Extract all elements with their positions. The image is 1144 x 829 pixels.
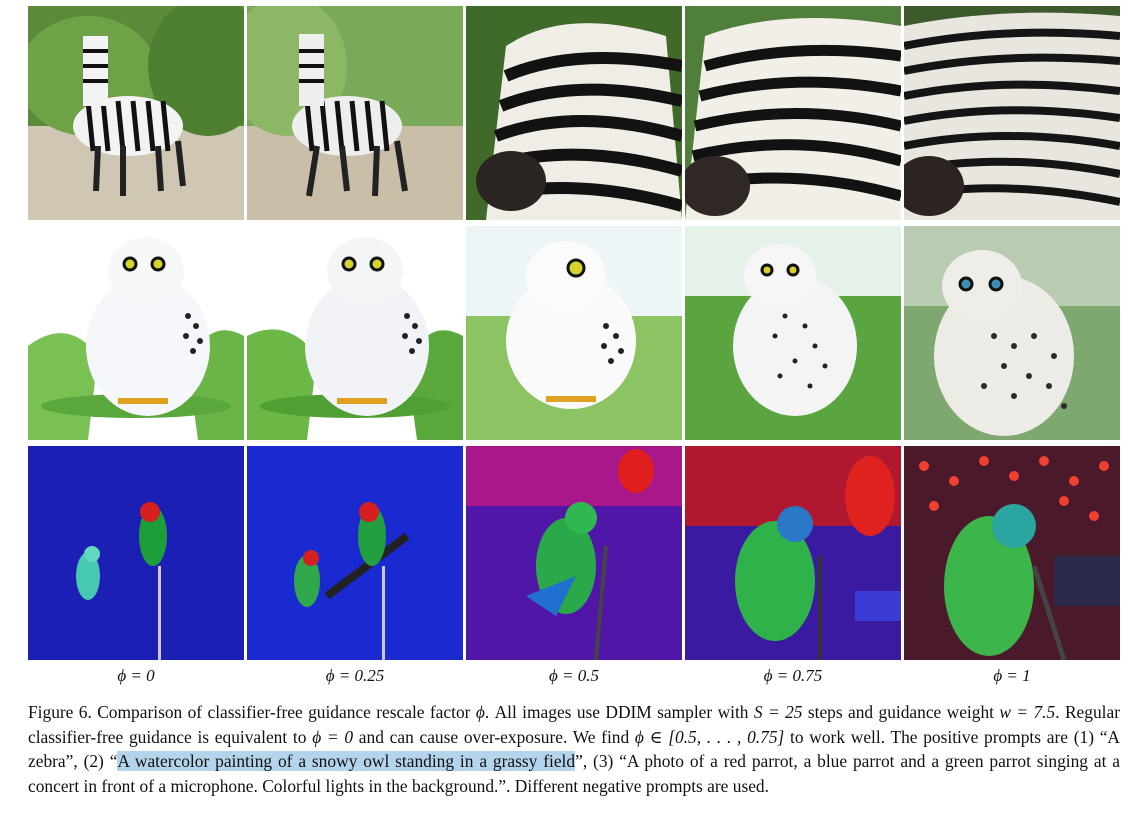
owl-image-phi-1 (904, 226, 1120, 440)
parrot-image-phi-0 (28, 446, 244, 660)
caption-text: . Regular classifier-free guidance is eq… (28, 702, 1120, 747)
parrot-image-phi-0.25 (247, 446, 463, 660)
parrot-image-phi-0.75 (685, 446, 901, 660)
zebra-image-phi-0.5 (466, 6, 682, 220)
owl-image-phi-0.25 (247, 226, 463, 440)
zebra-image-phi-1 (904, 6, 1120, 220)
zebra-image-phi-0.25 (247, 6, 463, 220)
zebra-row (28, 6, 1122, 220)
column-label: ϕ = 0.25 (325, 666, 385, 685)
column-label: ϕ = 1 (993, 666, 1031, 685)
caption-text: and can cause over-exposure. We find (353, 726, 635, 747)
caption-math: S = 25 (753, 702, 803, 722)
caption-math: w = 7.5 (999, 702, 1056, 722)
caption-text: . All images use DDIM sampler with (484, 702, 754, 722)
owl-image-phi-0.75 (685, 226, 901, 440)
caption-text: ”, (3) “A photo of a red parrot, a blue … (28, 751, 1120, 796)
owl-image-phi-0.5 (466, 226, 682, 440)
highlighted-prompt[interactable]: A watercolor painting of a snowy owl sta… (117, 751, 576, 771)
zebra-image-phi-0 (28, 6, 244, 220)
owl-row (28, 226, 1122, 440)
caption-text: to work well. The positive prompts are (… (28, 726, 1120, 772)
zebra-image-phi-0.75 (685, 6, 901, 220)
caption-math: ϕ = 0 (312, 726, 354, 747)
owl-image-phi-0 (28, 226, 244, 440)
figure-caption: Figure 6. Comparison of classifier-free … (28, 700, 1120, 798)
column-label: ϕ = 0.5 (548, 666, 600, 685)
parrot-row (28, 446, 1122, 660)
parrot-image-phi-1 (904, 446, 1120, 660)
caption-math: ϕ ∈ [0.5, . . . , 0.75] (634, 726, 785, 747)
column-labels: ϕ = 0 ϕ = 0.25 ϕ = 0.5 ϕ = 0.75 ϕ = 1 (28, 666, 1120, 686)
figure-grid (28, 6, 1122, 666)
parrot-image-phi-0.5 (466, 446, 682, 660)
column-label: ϕ = 0.75 (763, 666, 823, 685)
caption-math: ϕ (475, 702, 485, 722)
caption-text: Figure 6. Comparison of classifier-free … (28, 702, 476, 722)
column-label: ϕ = 0 (117, 666, 155, 685)
caption-text: steps and guidance weight (802, 702, 1000, 722)
